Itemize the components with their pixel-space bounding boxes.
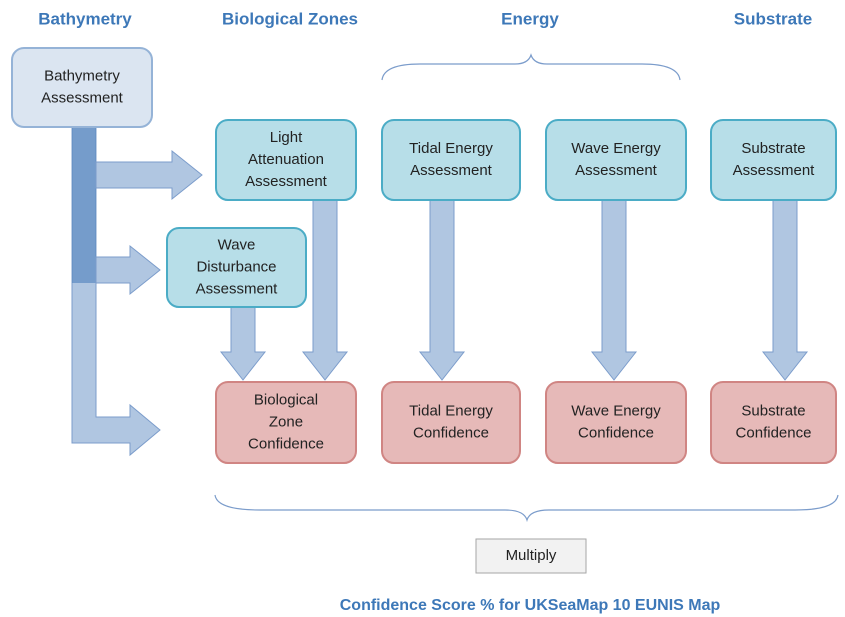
node-label: Assessment bbox=[410, 162, 493, 179]
node-label: Wave Energy bbox=[571, 140, 661, 157]
node-box bbox=[166, 227, 307, 308]
arrow bbox=[95, 149, 203, 201]
node-label: Attenuation bbox=[248, 151, 324, 168]
header: Bathymetry bbox=[38, 9, 132, 28]
header: Substrate bbox=[734, 9, 812, 28]
node-label: Confidence bbox=[736, 424, 812, 441]
multiply-label: Multiply bbox=[506, 547, 557, 564]
node-box bbox=[381, 381, 521, 464]
node-label: Assessment bbox=[245, 173, 328, 190]
node-box bbox=[545, 381, 687, 464]
node-label: Wave Energy bbox=[571, 402, 661, 419]
brace bbox=[381, 53, 681, 81]
arrows bbox=[71, 126, 809, 457]
node-label: Confidence bbox=[413, 424, 489, 441]
node-box bbox=[710, 381, 837, 464]
node-label: Confidence bbox=[248, 435, 324, 452]
arrow bbox=[301, 199, 349, 381]
node-label: Disturbance bbox=[196, 258, 276, 275]
node-label: Zone bbox=[269, 413, 303, 430]
node-label: Assessment bbox=[733, 162, 816, 179]
header: Biological Zones bbox=[222, 9, 358, 28]
node-box bbox=[215, 381, 357, 464]
node-box bbox=[381, 119, 521, 201]
arrow bbox=[95, 244, 161, 296]
node-label: Assessment bbox=[41, 89, 124, 106]
node-box bbox=[11, 47, 153, 128]
node-label: Bathymetry bbox=[44, 67, 120, 84]
node-label: Assessment bbox=[575, 162, 658, 179]
arrow-overlap bbox=[72, 127, 96, 283]
node-box bbox=[545, 119, 687, 201]
footer: Confidence Score % for UKSeaMap 10 EUNIS… bbox=[340, 597, 721, 614]
node-label: Confidence bbox=[578, 424, 654, 441]
node-box bbox=[215, 119, 357, 201]
node-box bbox=[710, 119, 837, 201]
header: Energy bbox=[501, 9, 559, 28]
node-label: Assessment bbox=[196, 280, 279, 297]
node-label: Biological bbox=[254, 391, 318, 408]
arrow bbox=[761, 199, 809, 381]
brace bbox=[214, 494, 839, 523]
node-label: Wave bbox=[218, 236, 256, 253]
node-label: Substrate bbox=[741, 140, 805, 157]
node-label: Tidal Energy bbox=[409, 140, 493, 157]
multiply-box bbox=[475, 538, 587, 574]
node-label: Light bbox=[270, 129, 303, 146]
nodes: Bathymetry Assessment Light Attenuation Asse… bbox=[11, 47, 837, 464]
node-label: Tidal Energy bbox=[409, 402, 493, 419]
arrow bbox=[219, 306, 267, 381]
arrow bbox=[418, 199, 466, 381]
node-label: Substrate bbox=[741, 402, 805, 419]
arrow bbox=[590, 199, 638, 381]
